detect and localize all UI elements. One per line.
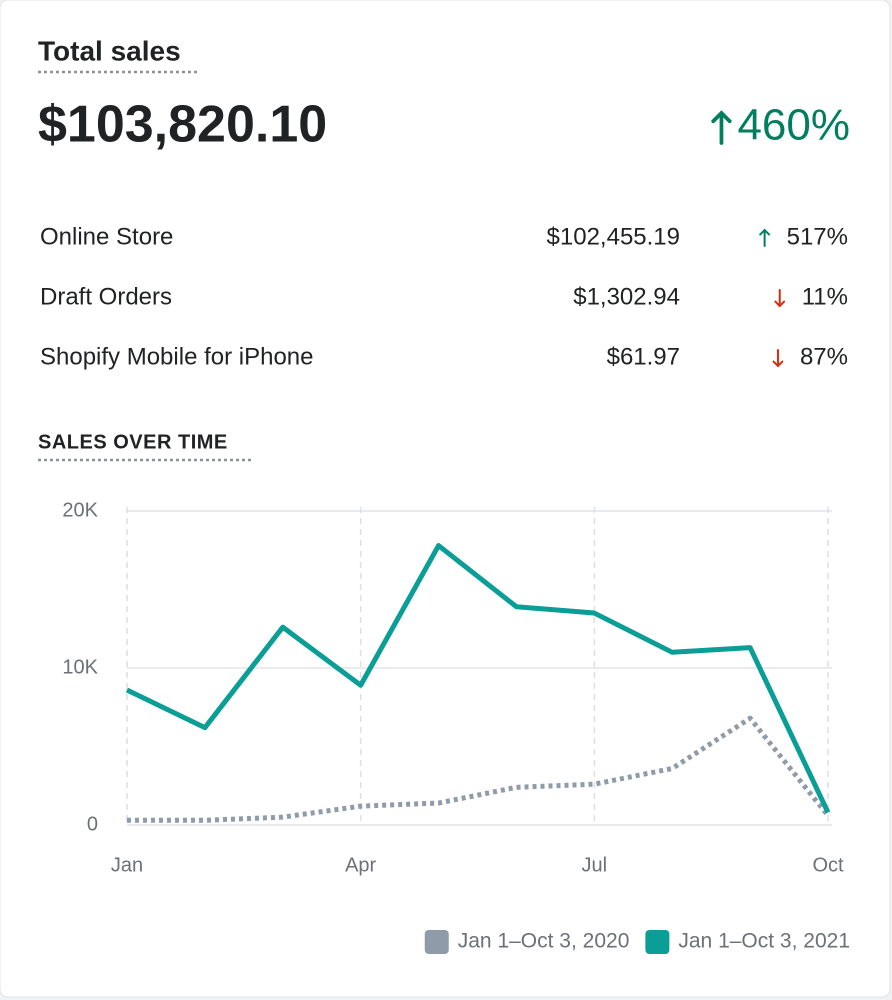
series-line [127, 715, 830, 823]
x-tick-label: Apr [345, 854, 376, 876]
y-tick-label: 20K [62, 499, 98, 521]
x-tick-label: Oct [812, 854, 844, 876]
trend-arrow [711, 110, 732, 145]
channel-change: 517% [787, 223, 848, 250]
total-value: $103,820.10 [38, 96, 327, 154]
channel-change: 11% [802, 283, 848, 310]
channel-name: Online Store [40, 223, 173, 250]
channel-amount: $1,302.94 [573, 283, 680, 310]
legend-label: Jan 1–Oct 3, 2020 [458, 930, 630, 953]
y-tick-label: 0 [87, 813, 98, 835]
card-title: Total sales [38, 35, 181, 66]
channel-name: Shopify Mobile for iPhone [40, 343, 314, 370]
chart: 0 10K 20K Jan Apr Jul Oct Jan 1–Oct 3, 2021 Jan … [62, 499, 850, 954]
arrow-head [774, 300, 786, 308]
channel-amount: $61.97 [607, 343, 680, 370]
series-line [125, 543, 831, 814]
trend-arrow [759, 228, 771, 247]
x-tick-label: Jan [111, 854, 143, 876]
total-change: 460% [737, 101, 850, 150]
channel-change: 87% [800, 343, 848, 370]
arrow-head [759, 228, 771, 236]
legend-label: Jan 1–Oct 3, 2021 [678, 930, 850, 953]
legend-swatch [645, 930, 670, 954]
channel-name: Draft Orders [40, 283, 172, 310]
trend-arrow [774, 289, 786, 308]
channel-amount: $102,455.19 [547, 223, 680, 250]
channel-list: Online Store $102,455.19 517% Draft Orders $… [40, 223, 848, 370]
arrow-head [772, 360, 784, 368]
x-tick-label: Jul [582, 854, 608, 876]
legend-swatch [424, 930, 449, 954]
y-tick-label: 10K [62, 656, 98, 678]
arrow-head [711, 110, 732, 124]
trend-arrow [772, 349, 784, 368]
chart-title: SALES OVER TIME [38, 431, 228, 453]
